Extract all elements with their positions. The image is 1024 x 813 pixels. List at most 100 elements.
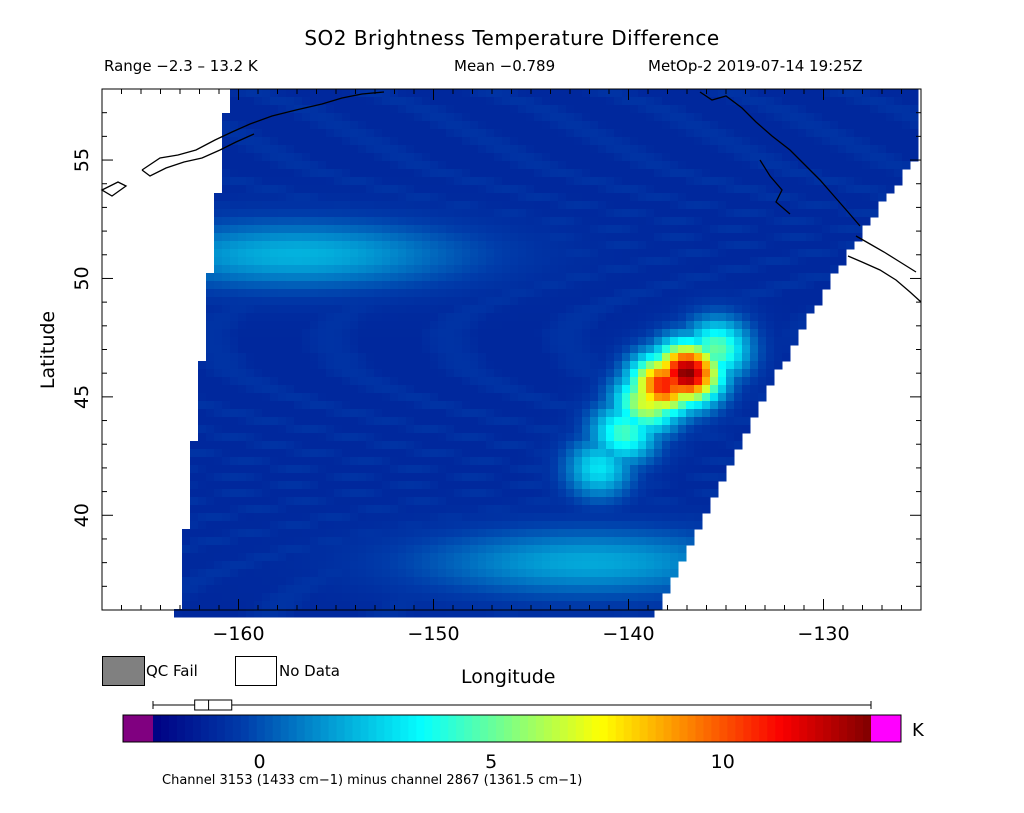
heatmap-cell xyxy=(702,441,711,450)
heatmap-cell xyxy=(286,481,295,490)
heatmap-cell xyxy=(238,537,247,546)
heatmap-cell xyxy=(302,113,311,122)
heatmap-cell xyxy=(646,441,655,450)
heatmap-cell xyxy=(718,361,727,370)
heatmap-cell xyxy=(462,585,471,594)
heatmap-cell xyxy=(550,97,559,106)
heatmap-cell xyxy=(862,169,871,178)
heatmap-cell xyxy=(446,201,455,210)
heatmap-cell xyxy=(646,129,655,138)
heatmap-cell xyxy=(686,457,695,466)
heatmap-cell xyxy=(350,249,359,258)
heatmap-cell xyxy=(470,281,479,290)
heatmap-cell xyxy=(262,201,271,210)
heatmap-cell xyxy=(430,577,439,586)
heatmap-cell xyxy=(350,513,359,522)
heatmap-cell xyxy=(486,513,495,522)
heatmap-cell xyxy=(686,513,695,522)
heatmap-cell xyxy=(606,233,615,242)
heatmap-cell xyxy=(302,369,311,378)
heatmap-cell xyxy=(254,385,263,394)
heatmap-cell xyxy=(390,585,399,594)
heatmap-cell xyxy=(526,553,535,562)
heatmap-cell xyxy=(694,361,703,370)
heatmap-cell xyxy=(758,233,767,242)
heatmap-cell xyxy=(574,577,583,586)
heatmap-cell xyxy=(286,505,295,514)
heatmap-cell xyxy=(222,177,231,186)
heatmap-cell xyxy=(430,297,439,306)
heatmap-cell xyxy=(478,153,487,162)
heatmap-cell xyxy=(590,97,599,106)
heatmap-cell xyxy=(694,185,703,194)
heatmap-cell xyxy=(542,321,551,330)
heatmap-cell xyxy=(550,121,559,130)
heatmap-cell xyxy=(294,505,303,514)
heatmap-cell xyxy=(558,425,567,434)
heatmap-cell xyxy=(182,537,191,546)
heatmap-cell xyxy=(350,553,359,562)
heatmap-cell xyxy=(662,153,671,162)
heatmap-cell xyxy=(798,321,807,330)
heatmap-cell xyxy=(230,577,239,586)
heatmap-cell xyxy=(270,369,279,378)
heatmap-cell xyxy=(462,185,471,194)
heatmap-cell xyxy=(406,481,415,490)
heatmap-cell xyxy=(390,305,399,314)
heatmap-cell xyxy=(342,561,351,570)
heatmap-cell xyxy=(310,201,319,210)
heatmap-cell xyxy=(638,577,647,586)
heatmap-cell xyxy=(614,393,623,402)
heatmap-cell xyxy=(310,177,319,186)
heatmap-cell xyxy=(798,161,807,170)
heatmap-cell xyxy=(574,185,583,194)
heatmap-cell xyxy=(726,129,735,138)
heatmap-cell xyxy=(230,513,239,522)
heatmap-cell xyxy=(630,129,639,138)
heatmap-cell xyxy=(486,161,495,170)
heatmap-cell xyxy=(814,209,823,218)
heatmap-cell xyxy=(262,113,271,122)
heatmap-cell xyxy=(526,289,535,298)
heatmap-cell xyxy=(622,593,631,602)
heatmap-cell xyxy=(558,601,567,610)
heatmap-cell xyxy=(358,185,367,194)
heatmap-cell xyxy=(382,497,391,506)
coastline-segment xyxy=(100,181,128,197)
heatmap-cell xyxy=(294,177,303,186)
heatmap-cell xyxy=(582,545,591,554)
heatmap-cell xyxy=(342,273,351,282)
heatmap-cell xyxy=(630,281,639,290)
heatmap-cell xyxy=(406,289,415,298)
heatmap-cell xyxy=(590,337,599,346)
heatmap-cell xyxy=(726,185,735,194)
heatmap-cell xyxy=(582,121,591,130)
heatmap-cell xyxy=(630,169,639,178)
heatmap-cell xyxy=(630,465,639,474)
heatmap-cell xyxy=(678,169,687,178)
heatmap-cell xyxy=(310,329,319,338)
heatmap-cell xyxy=(566,209,575,218)
heatmap-cell xyxy=(214,505,223,514)
heatmap-cell xyxy=(750,393,759,402)
heatmap-cell xyxy=(670,497,679,506)
heatmap-cell xyxy=(822,177,831,186)
heatmap-cell xyxy=(702,449,711,458)
heatmap-cell xyxy=(310,121,319,130)
heatmap-cell xyxy=(310,297,319,306)
heatmap-cell xyxy=(638,185,647,194)
heatmap-cell xyxy=(718,249,727,258)
heatmap-cell xyxy=(550,361,559,370)
heatmap-cell xyxy=(606,345,615,354)
heatmap-cell xyxy=(718,385,727,394)
heatmap-cell xyxy=(390,481,399,490)
heatmap-cell xyxy=(430,425,439,434)
heatmap-cell xyxy=(558,321,567,330)
heatmap-cell xyxy=(694,281,703,290)
heatmap-cell xyxy=(334,385,343,394)
heatmap-cell xyxy=(614,601,623,610)
heatmap-cell xyxy=(318,609,327,618)
heatmap-cell xyxy=(502,161,511,170)
heatmap-cell xyxy=(558,233,567,242)
heatmap-cell xyxy=(566,217,575,226)
